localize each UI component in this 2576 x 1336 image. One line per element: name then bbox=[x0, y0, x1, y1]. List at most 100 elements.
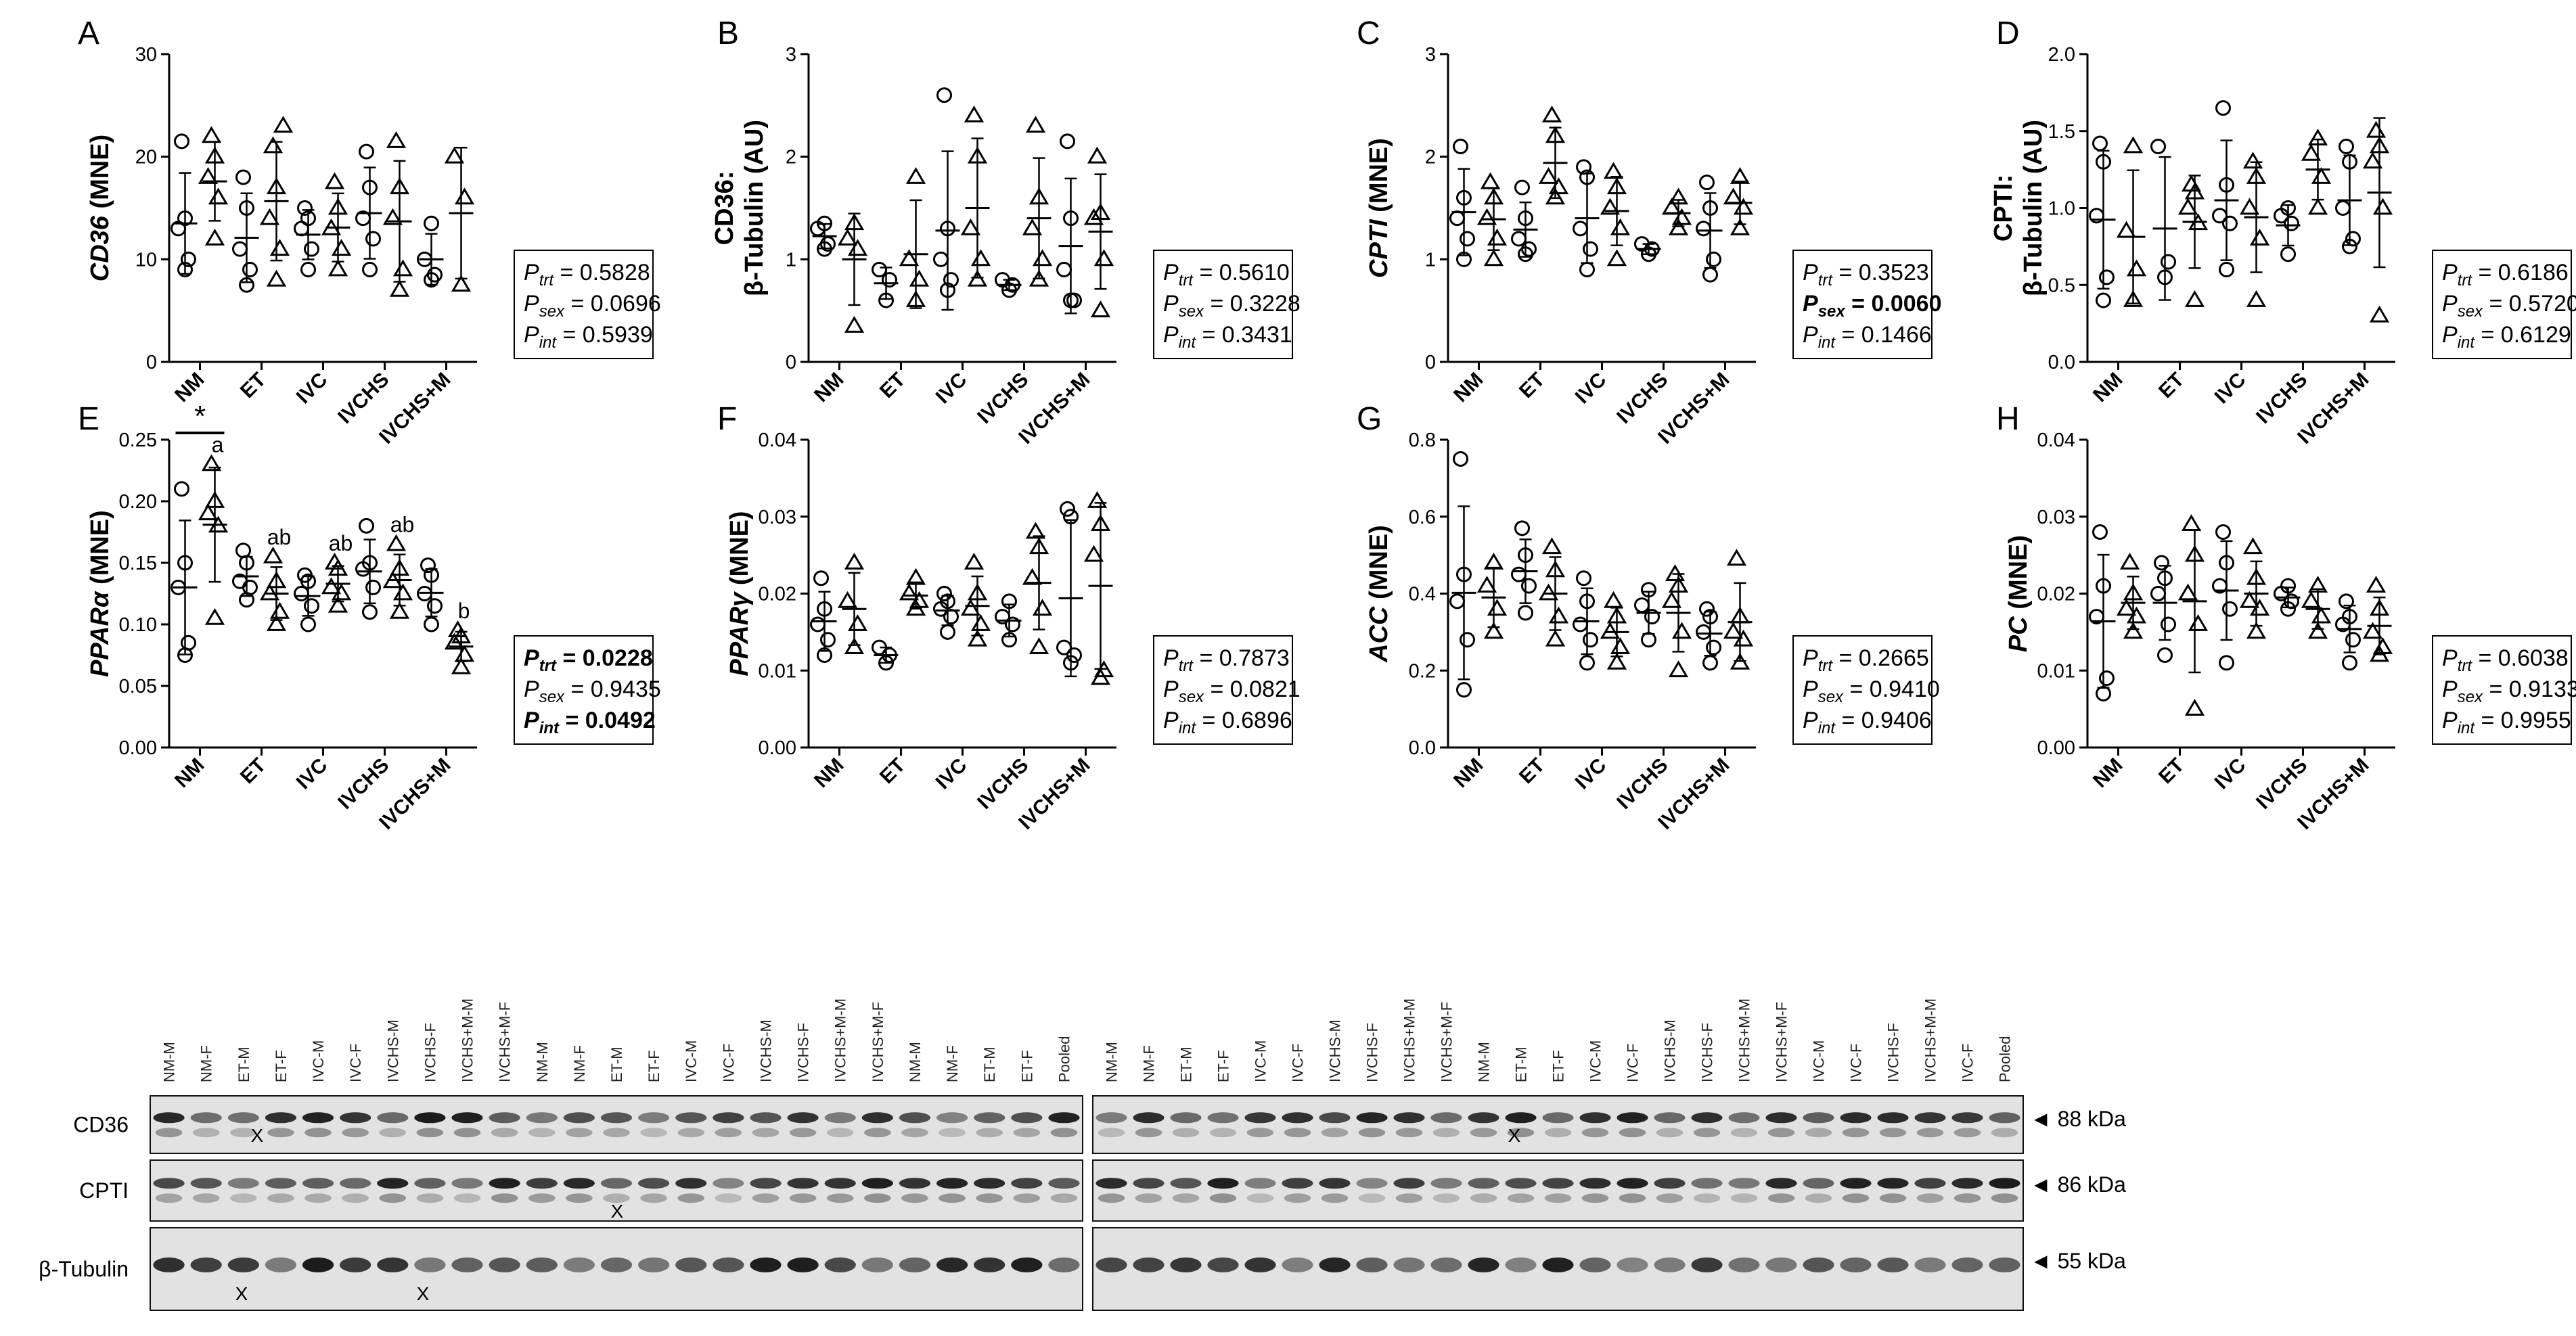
stat-value: = 0.0821 bbox=[1204, 676, 1301, 702]
blot-band bbox=[379, 1128, 407, 1138]
data-point-triangle bbox=[967, 269, 988, 287]
data-point-circle bbox=[2215, 524, 2231, 540]
x-tick-label: ET bbox=[876, 754, 909, 788]
data-point-circle bbox=[365, 231, 381, 247]
lane-label: IVCHS-F bbox=[422, 1023, 438, 1082]
blot-band bbox=[1693, 1193, 1721, 1203]
y-axis-label-gene: PPARα bbox=[86, 591, 114, 677]
lane-label: IVCHS+M-F bbox=[869, 1002, 886, 1082]
blot-band bbox=[342, 1128, 369, 1138]
stat-value: = 0.5720 bbox=[2483, 291, 2576, 317]
y-tick-label: 0.02 bbox=[2037, 584, 2075, 605]
blot-band bbox=[1050, 1193, 1078, 1203]
data-point-circle bbox=[2161, 616, 2176, 632]
data-point-triangle bbox=[204, 146, 225, 164]
y-tick-label: 1.5 bbox=[2048, 121, 2075, 143]
x-tick-label: ET bbox=[1515, 369, 1549, 402]
blot-band bbox=[640, 1193, 667, 1203]
blot-band bbox=[190, 1178, 222, 1189]
data-point-triangle bbox=[2119, 553, 2140, 570]
data-point-triangle bbox=[960, 218, 981, 235]
blot-band bbox=[526, 1112, 558, 1124]
data-point-circle bbox=[1579, 169, 1595, 185]
blot-band bbox=[861, 1257, 893, 1272]
blot-band bbox=[526, 1178, 558, 1189]
x-tick-label: NM bbox=[2089, 369, 2127, 407]
stat-value: = 0.3431 bbox=[1196, 322, 1292, 348]
data-point-circle bbox=[1634, 236, 1650, 252]
data-point-circle bbox=[2219, 262, 2234, 277]
data-point-triangle bbox=[1032, 599, 1053, 616]
blot-band bbox=[899, 1112, 931, 1124]
y-tick-label: 0.6 bbox=[1409, 507, 1436, 528]
stat-sub: sex bbox=[1818, 302, 1847, 321]
data-point-triangle bbox=[1083, 208, 1104, 225]
x-tick-label: IVCHS bbox=[973, 369, 1033, 428]
stat-p: P bbox=[524, 291, 539, 317]
lane-label: ET-M bbox=[235, 1046, 252, 1082]
significance-star: * bbox=[194, 400, 206, 433]
data-point-circle bbox=[177, 210, 193, 227]
data-point-circle bbox=[2342, 609, 2357, 625]
lane-label: NM-M bbox=[907, 1042, 924, 1082]
y-tick-label: 0.04 bbox=[759, 430, 796, 451]
blot-band bbox=[1430, 1257, 1462, 1272]
data-point-triangle bbox=[2188, 614, 2209, 631]
data-point-circle bbox=[1521, 578, 1537, 594]
blot-band bbox=[528, 1128, 556, 1138]
blot-band bbox=[675, 1178, 707, 1189]
blot-band bbox=[863, 1193, 891, 1203]
x-tick-label: IVCHS bbox=[334, 369, 393, 428]
blot-band bbox=[1765, 1178, 1797, 1189]
data-point-triangle bbox=[1606, 652, 1627, 670]
data-point-triangle bbox=[844, 637, 865, 655]
blot-band bbox=[563, 1112, 595, 1124]
data-point-circle bbox=[1706, 251, 1721, 267]
panel-letter: H bbox=[1996, 401, 2020, 437]
y-tick-label: 0.03 bbox=[759, 507, 796, 528]
lane-label: IVCHS+M-M bbox=[1736, 998, 1753, 1082]
x-tick-label: ET bbox=[876, 369, 909, 402]
data-point-triangle bbox=[1029, 637, 1049, 655]
data-point-circle bbox=[936, 87, 952, 103]
blot-band bbox=[304, 1128, 332, 1138]
data-point-triangle bbox=[1723, 622, 1744, 639]
blot-band bbox=[1133, 1178, 1165, 1189]
data-point-circle bbox=[359, 517, 374, 534]
panel-letter: B bbox=[717, 16, 739, 51]
data-point-circle bbox=[1449, 593, 1465, 609]
data-point-triangle bbox=[2307, 198, 2328, 215]
data-point-circle bbox=[177, 262, 193, 277]
blot-band bbox=[1654, 1178, 1686, 1189]
blot-band bbox=[1916, 1128, 1944, 1138]
molecular-weight-label: ◄ 55 kDa bbox=[2030, 1249, 2126, 1273]
blot-band bbox=[451, 1112, 483, 1124]
blot-band bbox=[1951, 1178, 1983, 1189]
data-point-triangle bbox=[1668, 187, 1689, 205]
x-tick-label: IVCHS bbox=[1612, 754, 1672, 814]
blot-band bbox=[342, 1193, 369, 1203]
stat-line-int: Pint = 0.0492 bbox=[524, 708, 656, 737]
blot-band bbox=[1170, 1178, 1202, 1189]
blot-left: NM-M NM-F ET-M ET-F IVC-M IVC-F IVCHS-M IVCHS-F… bbox=[150, 998, 1083, 1311]
stat-line-int: Pint = 0.9955 bbox=[2442, 708, 2571, 737]
panel-letter: E bbox=[78, 401, 99, 437]
molecular-weight-label: ◄ 86 kDa bbox=[2030, 1172, 2126, 1197]
blot-band bbox=[1209, 1193, 1237, 1203]
data-point-circle bbox=[297, 567, 313, 583]
blot-band bbox=[1319, 1112, 1351, 1124]
blot-right: NM-M NM-F ET-M ET-F IVC-M IVC-F IVCHS-M IVCHS-F… bbox=[1092, 998, 2024, 1311]
blot-band bbox=[1765, 1112, 1797, 1124]
data-point-triangle bbox=[1600, 622, 1621, 639]
y-tick-label: 0 bbox=[786, 352, 796, 373]
data-point-triangle bbox=[2184, 290, 2205, 307]
blot-band bbox=[863, 1128, 891, 1138]
blot-band bbox=[1544, 1193, 1572, 1203]
stat-value: = 0.5610 bbox=[1193, 260, 1290, 285]
data-point-triangle bbox=[389, 279, 410, 297]
stat-sub: sex bbox=[2458, 302, 2483, 321]
blot-membrane bbox=[150, 1159, 1083, 1222]
data-point-triangle bbox=[2184, 545, 2205, 562]
lane-label: NM-M bbox=[1104, 1042, 1121, 1082]
